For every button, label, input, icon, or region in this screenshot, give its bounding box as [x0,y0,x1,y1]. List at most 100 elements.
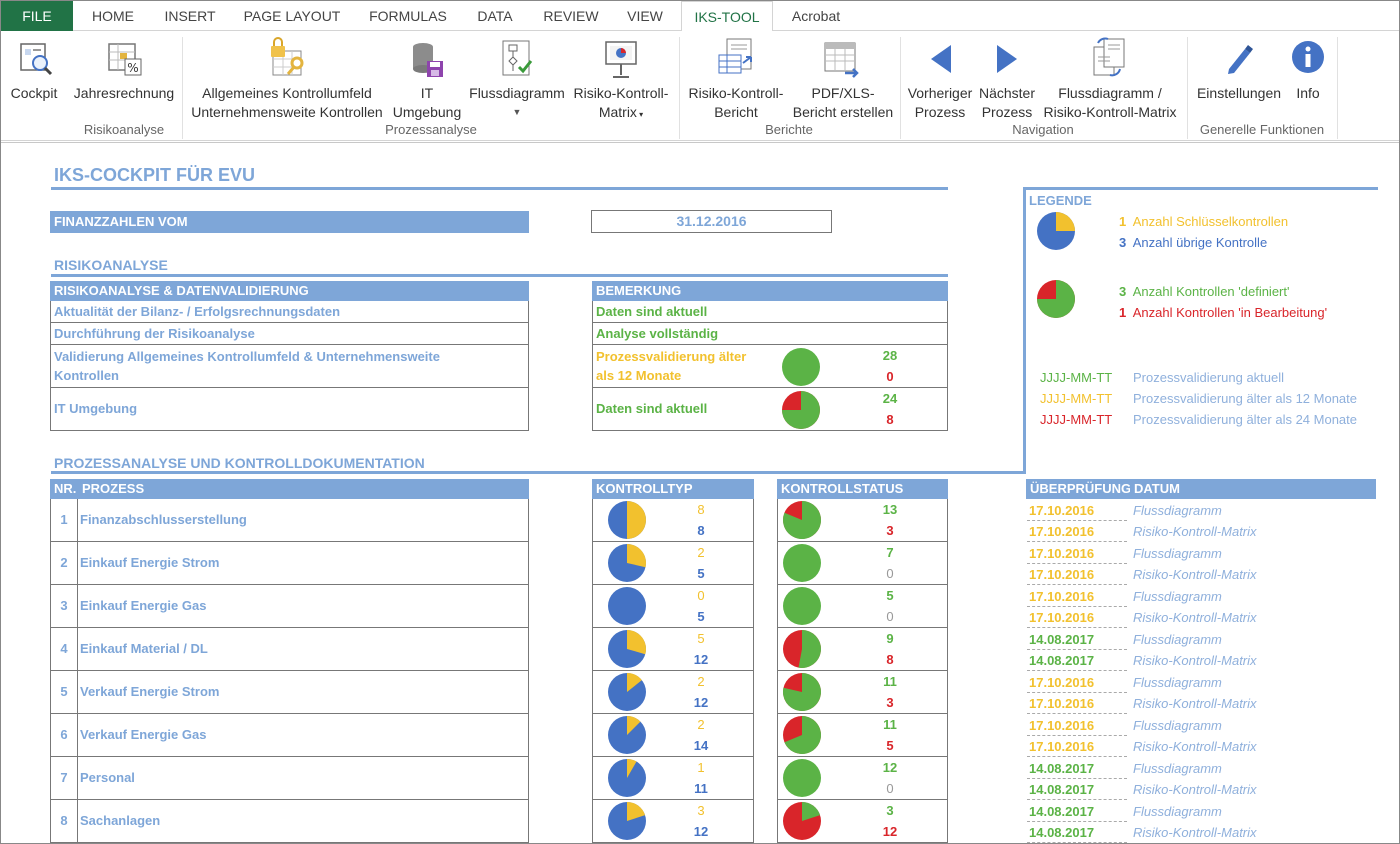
risiko-kontroll-matrix-link[interactable]: Risiko-Kontroll-Matrix [1133,782,1257,797]
process-row[interactable]: Verkauf Energie Strom [78,671,529,714]
count-open: 12 [882,824,898,839]
legend-border-left [1023,187,1026,474]
process-row[interactable]: Verkauf Energie Gas [78,714,529,757]
risiko-kontroll-matrix-link[interactable]: Risiko-Kontroll-Matrix [1133,653,1257,668]
risiko-kontroll-matrix-link[interactable]: Risiko-Kontroll-Matrix [1133,825,1257,840]
kontrollstatus-pie-chart [783,630,821,668]
tab-insert[interactable]: INSERT [164,8,216,24]
risiko-kontroll-matrix-link[interactable]: Risiko-Kontroll-Matrix [1133,524,1257,539]
flussdiagramm-link[interactable]: Flussdiagramm [1133,546,1222,561]
flussdiagramm-link[interactable]: Flussdiagramm [1133,503,1222,518]
risiko-kontroll-bericht-button[interactable]: Risiko-Kontroll- Bericht [683,37,789,120]
tab-home[interactable]: HOME [92,8,134,24]
flussdiagramm-link[interactable]: Flussdiagramm [1133,632,1222,647]
risiko-row-label-1: Validierung Allgemeines Kontrollumfeld &… [54,349,440,364]
review-date: 14.08.2017 [1027,758,1127,779]
worksheet: IKS-COCKPIT FÜR EVU FINANZZAHLEN VOM 31.… [1,142,1399,843]
legend-valid-current: Prozessvalidierung aktuell [1133,370,1285,385]
risiko-kontroll-matrix-link[interactable]: Risiko-Kontroll-Matrix [1133,696,1257,711]
flussdiagramm-link[interactable]: Flussdiagramm [1133,675,1222,690]
tab-iks-tool[interactable]: IKS-TOOL [681,1,773,32]
flussdiagramm-dropdown[interactable]: Flussdiagramm ▼ [467,37,567,117]
tab-review[interactable]: REVIEW [543,8,599,24]
group-navigation: Navigation [1012,122,1074,137]
jahresrechnung-button[interactable]: % Jahresrechnung [71,37,177,117]
info-button[interactable]: Info [1287,37,1329,117]
count-open: 0 [886,609,894,624]
prev-label-1: Vorheriger [907,85,973,101]
tab-acrobat[interactable]: Acrobat [791,8,841,24]
count-defined: 24 [882,391,898,406]
kontrollumfeld-label-1: Allgemeines Kontrollumfeld [202,85,372,101]
pie-slice-a [627,501,646,539]
pie-slice-a [627,759,637,778]
tab-file[interactable]: FILE [1,1,73,31]
kontrollstatus-cell: 12 0 [777,757,948,800]
cockpit-icon [20,43,53,76]
process-nr: 2 [60,555,68,570]
risiko-kontroll-matrix-link[interactable]: Risiko-Kontroll-Matrix [1133,610,1257,625]
kontrollumfeld-button[interactable]: Allgemeines Kontrollumfeld Unternehmensw… [187,37,387,120]
database-save-icon [413,43,443,77]
fd-rkm-toggle-button[interactable]: Flussdiagramm / Risiko-Kontroll-Matrix [1039,37,1181,120]
process-name[interactable]: Verkauf Energie Gas [80,727,207,742]
process-name[interactable]: Verkauf Energie Strom [80,684,220,699]
report-icon [718,38,752,74]
count-open: 8 [886,412,894,427]
tab-data[interactable]: DATA [477,8,513,24]
tab-formulas[interactable]: FORMULAS [369,8,447,24]
risiko-kontroll-matrix-link[interactable]: Risiko-Kontroll-Matrix [1133,567,1257,582]
it-umgebung-button[interactable]: IT Umgebung [389,37,465,120]
process-row[interactable]: Einkauf Energie Gas [78,585,529,628]
risiko-remark: Analyse vollständig [596,326,719,341]
einstellungen-button[interactable]: Einstellungen [1191,37,1287,117]
next-process-button[interactable]: Nächster Prozess [975,37,1039,120]
pie-slice-a [1037,280,1075,318]
process-name[interactable]: Einkauf Material / DL [80,641,208,656]
flussdiagramm-link[interactable]: Flussdiagramm [1133,589,1222,604]
legend-other-row: 3 Anzahl übrige Kontrolle [1119,235,1268,250]
pdf-xls-bericht-button[interactable]: PDF/XLS- Bericht erstellen [791,37,895,120]
flussdiagramm-link[interactable]: Flussdiagramm [1133,718,1222,733]
kontrollstatus-cell: 3 12 [777,800,948,843]
kontrolltyp-cell: 2 12 [592,671,754,714]
pdf-label-1: PDF/XLS- [811,85,875,101]
tab-view[interactable]: VIEW [627,8,663,24]
process-row[interactable]: Einkauf Energie Strom [78,542,529,585]
tab-page-layout[interactable]: PAGE LAYOUT [243,8,341,24]
presentation-board-icon [605,41,637,78]
it-label-1: IT [420,85,434,101]
legend-status-pie [1037,280,1075,318]
risiko-header: RISIKOANALYSE & DATENVALIDIERUNG [50,281,529,301]
risiko-remark-cell: Daten sind aktuell 24 8 [592,388,948,431]
process-row[interactable]: Personal [78,757,529,800]
finanzzahlen-date[interactable]: 31.12.2016 [591,210,832,233]
pie-slice-b [608,587,646,625]
process-name[interactable]: Einkauf Energie Strom [80,555,220,570]
flussdiagramm-link[interactable]: Flussdiagramm [1133,804,1222,819]
status-pie-chart [782,391,820,429]
section-underline [51,471,1025,474]
process-name[interactable]: Sachanlagen [80,813,161,828]
previous-process-button[interactable]: Vorheriger Prozess [905,37,975,120]
count-defined: 28 [882,348,898,363]
process-name[interactable]: Einkauf Energie Gas [80,598,207,613]
process-nr-cell: 8 [50,800,78,843]
kontrollumfeld-label-2: Unternehmensweite Kontrollen [191,104,383,120]
process-name[interactable]: Personal [80,770,135,785]
process-row[interactable]: Einkauf Material / DL [78,628,529,671]
review-date: 14.08.2017 [1027,822,1127,843]
jahresrechnung-label: Jahresrechnung [73,85,175,101]
cockpit-button[interactable]: Cockpit [5,37,63,117]
count-key-controls: 2 [697,674,705,689]
process-row[interactable]: Finanzabschlusserstellung [78,499,529,542]
risiko-kontroll-matrix-link[interactable]: Risiko-Kontroll-Matrix [1133,739,1257,754]
review-date: 17.10.2016 [1027,564,1127,585]
kontrolltyp-cell: 2 5 [592,542,754,585]
risiko-row-label: Durchführung der Risikoanalyse [54,326,255,341]
risiko-kontroll-matrix-dropdown[interactable]: Risiko-Kontroll- Matrix ▾ [569,37,673,120]
process-name[interactable]: Finanzabschlusserstellung [80,512,247,527]
flussdiagramm-link[interactable]: Flussdiagramm [1133,761,1222,776]
process-row[interactable]: Sachanlagen [78,800,529,843]
kontrollstatus-pie-chart [783,716,821,754]
